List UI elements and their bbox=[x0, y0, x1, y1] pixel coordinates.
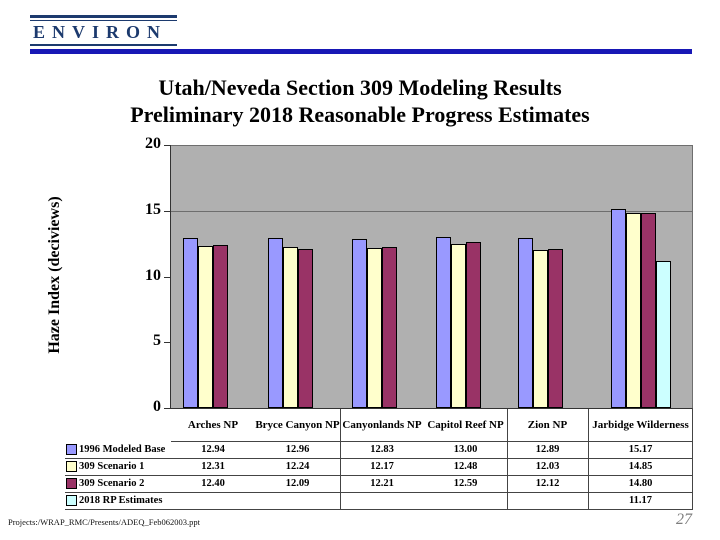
table-value: 12.09 bbox=[285, 477, 310, 489]
chart-bar bbox=[282, 247, 298, 408]
header-rule bbox=[30, 49, 692, 54]
table-value: 12.83 bbox=[370, 444, 394, 455]
table-line bbox=[65, 475, 693, 476]
table-value: 12.59 bbox=[453, 477, 478, 489]
page-number: 27 bbox=[676, 511, 692, 528]
table-value: 13.00 bbox=[453, 444, 478, 455]
table-value: 15.17 bbox=[628, 444, 653, 455]
category-label: Canyonlands NP bbox=[342, 419, 422, 431]
footer-file-path: Projects:/WRAP_RMC/Presents/ADEQ_Feb0620… bbox=[8, 517, 200, 527]
table-divider bbox=[588, 409, 589, 509]
logo-bottom-line bbox=[30, 44, 177, 46]
table-value: 12.12 bbox=[535, 477, 560, 489]
table-value: 12.03 bbox=[535, 461, 560, 472]
y-axis-line bbox=[170, 145, 171, 408]
chart-bar bbox=[382, 247, 397, 408]
table-value: 12.17 bbox=[370, 461, 394, 472]
table-value: 12.40 bbox=[201, 477, 225, 489]
environ-logo: ENVIRON bbox=[30, 15, 177, 46]
table-value: 12.94 bbox=[201, 444, 225, 455]
logo-top-thin-line bbox=[30, 20, 177, 21]
gridline bbox=[171, 210, 693, 212]
legend-swatch bbox=[66, 494, 77, 506]
logo-text: ENVIRON bbox=[33, 22, 168, 42]
chart-bar bbox=[532, 249, 548, 408]
table-value: 14.85 bbox=[628, 461, 653, 472]
category-label: Capitol Reef NP bbox=[427, 419, 504, 431]
chart-bar bbox=[198, 246, 213, 408]
y-tick-label: 15 bbox=[145, 200, 161, 218]
table-value: 14.80 bbox=[628, 477, 653, 489]
category-label: Zion NP bbox=[527, 419, 568, 431]
legend-swatch bbox=[66, 461, 77, 472]
logo-top-thick-line bbox=[30, 15, 177, 18]
chart-bar bbox=[450, 243, 466, 408]
table-divider bbox=[507, 409, 508, 509]
chart-bar bbox=[465, 242, 481, 408]
y-tick-mark bbox=[164, 145, 170, 146]
category-label: Jarbidge Wilderness bbox=[592, 419, 689, 431]
chart-bar bbox=[517, 238, 533, 408]
table-value: 12.31 bbox=[201, 461, 225, 472]
chart-bar bbox=[297, 249, 313, 408]
y-tick-label: 20 bbox=[145, 135, 161, 152]
y-tick-mark bbox=[164, 408, 170, 409]
y-tick-label: 5 bbox=[153, 332, 161, 350]
chart-bar bbox=[640, 213, 656, 408]
y-tick-label: 10 bbox=[145, 266, 161, 284]
table-value: 12.21 bbox=[370, 477, 394, 489]
chart-bar bbox=[625, 212, 641, 408]
y-tick-label: 0 bbox=[153, 398, 161, 415]
slide-title: Utah/Neveda Section 309 Modeling Results… bbox=[40, 74, 680, 128]
table-value: 12.96 bbox=[285, 444, 310, 455]
chart-bar bbox=[610, 208, 626, 408]
legend-label: 1996 Modeled Base bbox=[79, 444, 166, 455]
table-line bbox=[65, 458, 693, 459]
chart-bar bbox=[213, 244, 228, 408]
y-axis-title: Haze Index (deciviews) bbox=[46, 196, 63, 354]
chart-bar bbox=[547, 248, 563, 408]
table-divider bbox=[340, 409, 341, 509]
legend-label: 309 Scenario 1 bbox=[79, 461, 145, 472]
chart-bar bbox=[267, 237, 283, 408]
chart-plot-area bbox=[171, 145, 693, 408]
table-line bbox=[65, 508, 693, 510]
chart-bar bbox=[655, 261, 671, 408]
y-tick-mark bbox=[164, 276, 170, 278]
chart-bar bbox=[435, 237, 451, 408]
table-value: 12.48 bbox=[453, 461, 478, 472]
legend-label: 309 Scenario 2 bbox=[79, 477, 145, 489]
slide-title-line2: Preliminary 2018 Reasonable Progress Est… bbox=[130, 102, 590, 127]
y-tick-mark bbox=[164, 210, 170, 212]
table-line bbox=[171, 441, 693, 442]
category-label: Bryce Canyon NP bbox=[255, 419, 340, 431]
table-divider bbox=[692, 408, 693, 509]
legend-swatch bbox=[66, 444, 77, 455]
table-value: 12.89 bbox=[535, 444, 560, 455]
legend-swatch bbox=[66, 477, 77, 489]
y-tick-mark bbox=[164, 342, 170, 344]
table-value: 11.17 bbox=[628, 494, 653, 506]
x-axis-line bbox=[170, 408, 693, 409]
legend-label: 2018 RP Estimates bbox=[79, 494, 163, 506]
chart-bar bbox=[367, 247, 382, 408]
chart-bar bbox=[183, 237, 198, 408]
table-line bbox=[65, 491, 693, 493]
table-value: 12.24 bbox=[285, 461, 310, 472]
category-label: Arches NP bbox=[187, 419, 239, 431]
chart-bar bbox=[352, 239, 367, 408]
slide-title-line1: Utah/Neveda Section 309 Modeling Results bbox=[158, 75, 562, 100]
